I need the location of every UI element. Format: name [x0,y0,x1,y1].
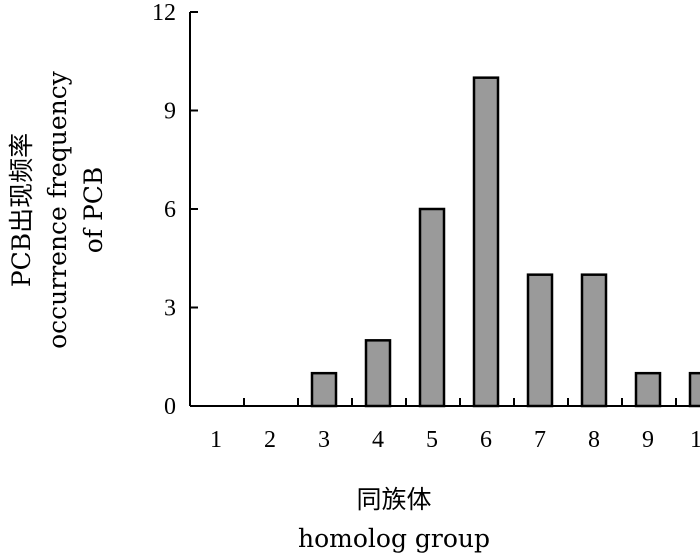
x-tick-label: 10 [690,427,700,453]
bar-3 [310,371,338,408]
x-axis-ticks: 1 2 3 4 5 6 7 8 9 10 [210,398,700,453]
y-axis-title: PCB出现频率 occurrence frequency of PCB [7,70,108,349]
bar-5 [418,207,446,408]
bars-group [310,76,700,408]
y-axis-title-line-1: PCB出现频率 [7,133,36,287]
x-axis-title-line-1: 同族体 [356,485,431,514]
y-tick-label: 0 [164,394,176,420]
y-axis-title-line-3: of PCB [79,167,108,254]
bar-6 [472,76,500,408]
x-axis-title: 同族体 homolog group [298,485,490,553]
y-axis-ticks: 0 3 6 9 12 [152,0,198,420]
x-tick-label: 5 [426,427,438,453]
x-tick-label: 7 [534,427,546,453]
y-tick-label: 12 [152,0,176,26]
bar-10 [688,371,700,408]
y-tick-label: 3 [164,296,176,322]
bar-4 [364,339,392,408]
x-tick-label: 2 [264,427,276,453]
x-tick-label: 8 [588,427,600,453]
y-tick-label: 6 [164,197,176,223]
x-tick-label: 4 [372,427,384,453]
bar-8 [580,273,608,408]
x-tick-label: 1 [210,427,222,453]
x-tick-label: 3 [318,427,330,453]
x-tick-label: 9 [642,427,654,453]
bar-9 [634,371,662,408]
x-axis-title-line-2: homolog group [298,524,490,553]
y-tick-label: 9 [164,99,176,125]
bar-7 [526,273,554,408]
y-axis-title-line-2: occurrence frequency [43,70,72,349]
x-tick-label: 6 [480,427,492,453]
